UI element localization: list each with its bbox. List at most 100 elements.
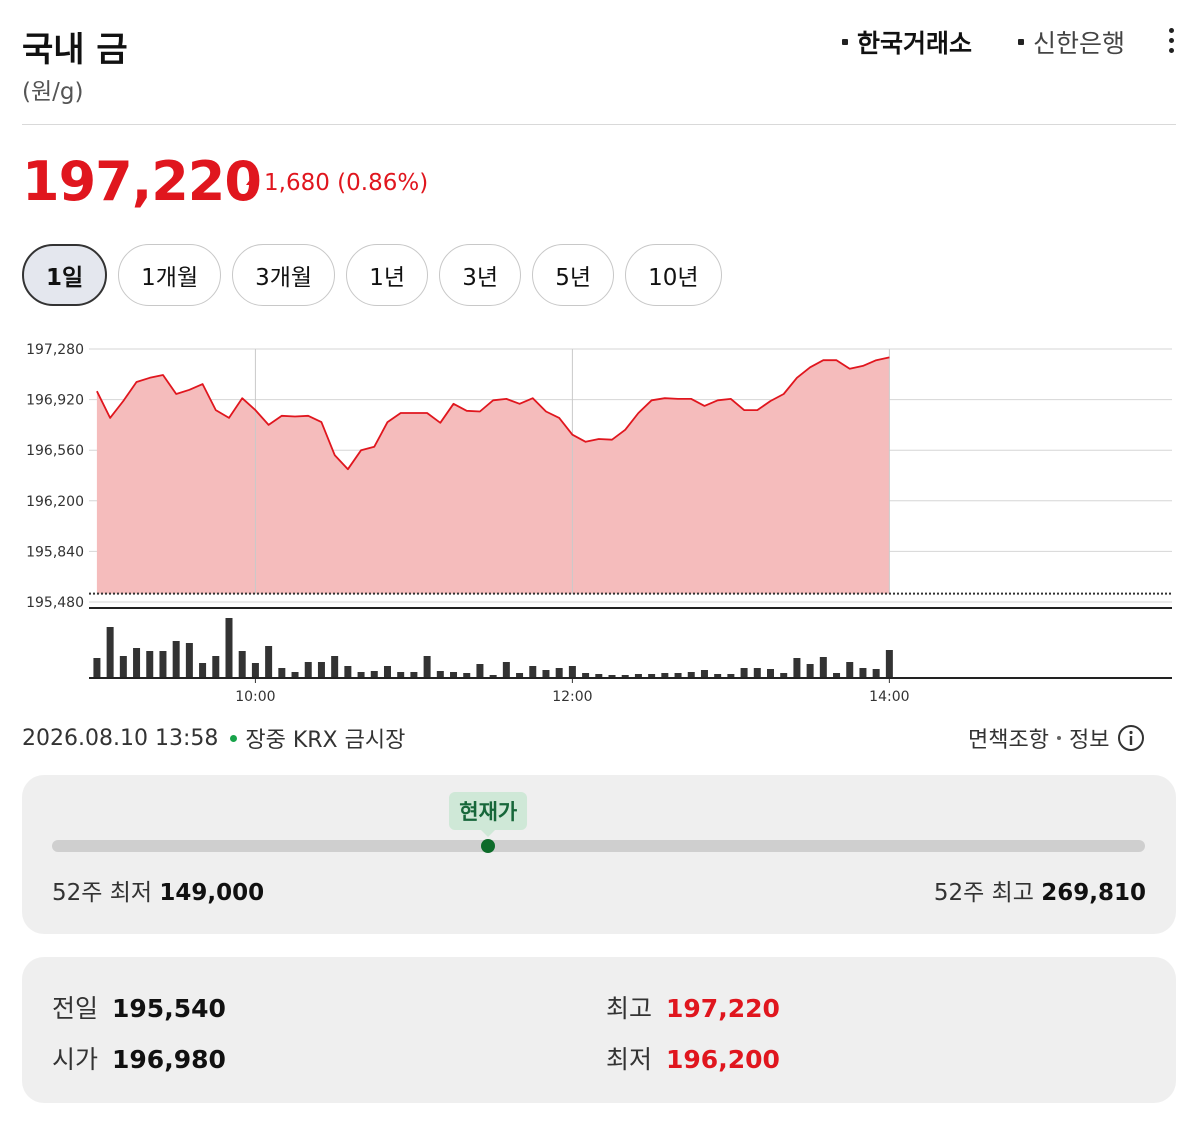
volume-bar	[185, 643, 193, 678]
current-label: 현재가	[449, 792, 528, 837]
volume-bar	[172, 641, 180, 678]
price-change: 1,680 (0.86%)	[264, 170, 428, 196]
volume-bar	[582, 673, 590, 678]
more-menu[interactable]	[1166, 28, 1176, 56]
volume-bar	[806, 664, 814, 678]
x-tick-label: 12:00	[552, 689, 592, 705]
stat-label: 시가	[52, 1045, 99, 1074]
range-low-value: 149,000	[159, 880, 265, 906]
volume-bar	[357, 672, 365, 678]
volume-bar	[370, 671, 378, 678]
market-state: 장중	[245, 728, 286, 753]
volume-bar	[344, 666, 352, 678]
range-low: 52주 최저 149,000	[52, 873, 264, 907]
separator	[1056, 736, 1061, 740]
volume-bar	[714, 674, 722, 678]
stat: 최고 197,220	[606, 989, 780, 1025]
volume-bar	[885, 650, 893, 678]
period-tab[interactable]: 3개월	[232, 244, 336, 306]
info-icon[interactable]	[1117, 724, 1145, 752]
range-low-label: 52주 최저	[52, 880, 153, 906]
volume-bar	[450, 672, 458, 678]
volume-bar	[159, 651, 167, 678]
y-tick-label: 196,560	[26, 443, 84, 459]
y-tick-label: 195,480	[26, 595, 84, 611]
volume-bar	[674, 673, 682, 678]
volume-bar	[199, 663, 207, 678]
change-value: 1,680	[264, 170, 330, 196]
period-tabs: 1일 1개월 3개월 1년 3년 5년 10년	[22, 244, 722, 306]
current-price: 197,220	[22, 150, 262, 213]
volume-bar	[436, 671, 444, 678]
period-tab[interactable]: 1년	[346, 244, 429, 306]
volume-bar	[846, 662, 854, 678]
status-dot	[230, 734, 238, 742]
volume-bar	[212, 656, 220, 678]
range-high: 52주 최고 269,810	[934, 873, 1146, 907]
disclaimer-link[interactable]: 면책조항	[968, 728, 1049, 753]
period-tab[interactable]: 3년	[439, 244, 522, 306]
volume-bar	[93, 658, 101, 678]
volume-bar	[621, 675, 629, 678]
period-tab[interactable]: 1개월	[118, 244, 222, 306]
volume-bar	[106, 627, 114, 678]
info-link[interactable]: 정보	[1068, 728, 1110, 753]
volume-bar	[648, 674, 656, 678]
volume-bar	[859, 668, 867, 678]
source-tab[interactable]: 한국거래소	[842, 24, 972, 60]
x-tick-label: 14:00	[869, 689, 909, 705]
period-tab[interactable]: 1일	[22, 244, 108, 306]
volume-bar	[291, 672, 299, 678]
volume-bar	[819, 657, 827, 678]
change-percent: (0.86%)	[337, 170, 429, 196]
stat-label: 전일	[52, 994, 99, 1023]
range-high-label: 52주 최고	[933, 880, 1034, 906]
volume-bar	[225, 618, 233, 678]
y-tick-label: 195,840	[26, 544, 84, 560]
stats-panel	[22, 957, 1176, 1103]
volume-bar	[489, 675, 497, 678]
y-tick-label: 197,280	[26, 342, 84, 358]
volume-bar	[542, 670, 550, 678]
current-marker	[481, 839, 496, 853]
volume-bar	[331, 656, 339, 678]
volume-bar	[529, 666, 537, 678]
range-high-value: 269,810	[1041, 880, 1146, 906]
volume-bar	[555, 668, 563, 678]
stat-label: 최저	[606, 1045, 653, 1074]
volume-bar	[304, 662, 312, 678]
stat-value: 195,540	[112, 994, 226, 1023]
volume-bar	[727, 674, 735, 678]
chart: 195,480 195,840 196,200 196,560 196,920 197,2…	[26, 342, 1172, 705]
volume-bar	[740, 668, 748, 678]
period-tab[interactable]: 10년	[625, 244, 722, 306]
page-title: 국내 금	[22, 30, 128, 70]
volume-bar	[766, 669, 774, 678]
volume-bar	[317, 662, 325, 678]
volume-bar	[833, 673, 841, 678]
volume-bar	[700, 670, 708, 678]
volume-bar	[146, 651, 154, 678]
period-tab[interactable]: 5년	[532, 244, 615, 306]
stat-label: 최고	[606, 994, 653, 1023]
divider	[22, 124, 1176, 125]
stat: 시가 196,980	[52, 1040, 226, 1076]
range-track	[52, 840, 1145, 852]
x-tick-label: 10:00	[235, 689, 275, 705]
market-name: KRX 금시장	[292, 728, 406, 753]
stat-value: 197,220	[666, 994, 780, 1023]
volume-bar	[793, 658, 801, 678]
source-tab[interactable]: 신한은행	[1018, 24, 1125, 60]
volume-bar	[687, 672, 695, 678]
volume-bar	[119, 656, 127, 678]
volume-bar	[608, 675, 616, 678]
volume-bar	[238, 651, 246, 678]
volume-bar	[476, 664, 484, 678]
volume-bar	[780, 673, 788, 678]
stat: 전일 195,540	[52, 989, 226, 1025]
volume-bar	[568, 666, 576, 678]
range-panel	[22, 775, 1176, 934]
volume-bar	[502, 662, 510, 678]
price-line	[96, 356, 890, 471]
